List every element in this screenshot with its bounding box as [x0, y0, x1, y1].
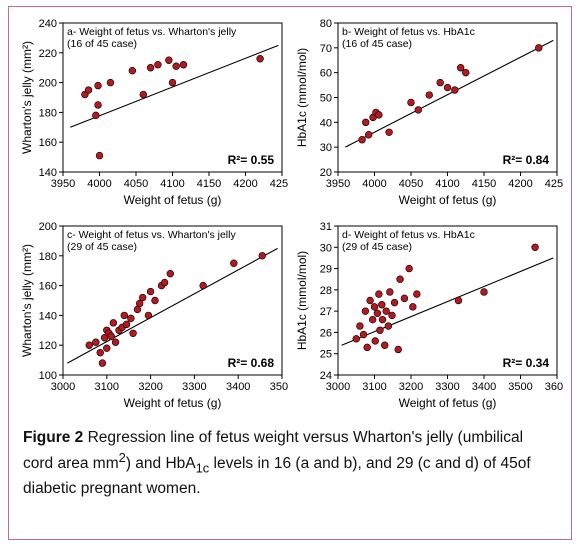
svg-text:4200: 4200 — [508, 178, 532, 190]
svg-text:R²= 0.34: R²= 0.34 — [503, 356, 550, 370]
svg-text:3300: 3300 — [435, 381, 459, 393]
svg-text:4050: 4050 — [124, 178, 148, 190]
svg-text:24: 24 — [320, 370, 332, 382]
svg-text:3200: 3200 — [138, 381, 162, 393]
svg-text:Weight of fetus (g): Weight of fetus (g) — [399, 193, 497, 207]
svg-text:160: 160 — [39, 281, 57, 293]
svg-text:27: 27 — [320, 306, 332, 318]
svg-text:50: 50 — [320, 93, 332, 105]
svg-text:(16 of 45 case): (16 of 45 case) — [342, 38, 412, 50]
svg-text:200: 200 — [39, 221, 57, 233]
svg-text:160: 160 — [39, 137, 57, 149]
svg-text:Weight of fetus (g): Weight of fetus (g) — [124, 193, 222, 207]
svg-text:d- Weight of fetus vs. HbA1c: d- Weight of fetus vs. HbA1c — [342, 229, 475, 241]
scatter-b: 3950400040504100415042004250203040506070… — [294, 15, 563, 212]
svg-text:3000: 3000 — [326, 381, 350, 393]
caption-sub-1: 1c — [196, 461, 210, 476]
svg-text:3300: 3300 — [182, 381, 206, 393]
svg-text:4050: 4050 — [399, 178, 423, 190]
svg-text:Weight of fetus (g): Weight of fetus (g) — [124, 396, 222, 410]
svg-text:4150: 4150 — [472, 178, 496, 190]
svg-text:Wharton's jelly (mm²): Wharton's jelly (mm²) — [20, 41, 34, 154]
svg-text:c- Weight of fetus vs. Wharton: c- Weight of fetus vs. Wharton's jelly — [67, 229, 236, 241]
svg-text:3500: 3500 — [508, 381, 532, 393]
caption-sup-1: 2 — [119, 450, 126, 465]
figure-frame: 3950400040504100415042004250140160180200… — [8, 6, 572, 540]
svg-text:3950: 3950 — [326, 178, 350, 190]
panel-d: 3000 3100 3200 3300 3400 3500 3600 24 25 26 27 28 29… — [294, 218, 563, 415]
svg-text:4150: 4150 — [197, 178, 221, 190]
svg-text:70: 70 — [320, 43, 332, 55]
svg-text:120: 120 — [39, 340, 57, 352]
scatter-a: 3950 4000 4050 4100 4150 4200 4250 140 160 180 200… — [19, 15, 288, 212]
svg-text:4100: 4100 — [160, 178, 184, 190]
svg-text:180: 180 — [39, 251, 57, 263]
svg-text:3950: 3950 — [51, 178, 75, 190]
panel-c: 3000 3100 3200 3300 3400 3500 100 120 140 160 180 2… — [19, 218, 288, 415]
svg-text:30: 30 — [320, 242, 332, 254]
svg-text:25: 25 — [320, 349, 332, 361]
svg-text:R²= 0.84: R²= 0.84 — [503, 153, 550, 167]
svg-text:28: 28 — [320, 285, 332, 297]
svg-text:3200: 3200 — [399, 381, 423, 393]
svg-text:240: 240 — [39, 18, 57, 30]
svg-text:26: 26 — [320, 327, 332, 339]
svg-text:3100: 3100 — [95, 381, 119, 393]
scatter-d: 3000 3100 3200 3300 3400 3500 3600 24 25 26 27 28 29… — [294, 218, 563, 415]
svg-text:4000: 4000 — [362, 178, 386, 190]
svg-text:3500: 3500 — [270, 381, 288, 393]
svg-text:(29 of 45 case): (29 of 45 case) — [67, 241, 137, 253]
svg-text:30: 30 — [320, 142, 332, 154]
svg-text:(16 of 45 case): (16 of 45 case) — [67, 38, 137, 50]
svg-text:HbA1c (mmol/mol): HbA1c (mmol/mol) — [295, 48, 309, 147]
svg-text:4100: 4100 — [435, 178, 459, 190]
svg-text:140: 140 — [39, 167, 57, 179]
svg-text:200: 200 — [39, 78, 57, 90]
figure-caption: Figure 2 Regression line of fetus weight… — [23, 427, 557, 501]
svg-text:140: 140 — [39, 310, 57, 322]
svg-text:a- Weight of fetus vs. Wharton: a- Weight of fetus vs. Wharton's jelly — [67, 26, 237, 38]
svg-text:R²= 0.55: R²= 0.55 — [228, 153, 275, 167]
scatter-c: 3000 3100 3200 3300 3400 3500 100 120 140 160 180 2… — [19, 218, 288, 415]
svg-text:HbA1c (mmol/mol): HbA1c (mmol/mol) — [295, 251, 309, 350]
svg-text:180: 180 — [39, 107, 57, 119]
svg-text:3100: 3100 — [362, 381, 386, 393]
svg-text:3600: 3600 — [545, 381, 563, 393]
svg-text:(29 of 45 case): (29 of 45 case) — [342, 241, 412, 253]
svg-text:3000: 3000 — [51, 381, 75, 393]
svg-text:80: 80 — [320, 18, 332, 30]
panel-b: 3950400040504100415042004250203040506070… — [294, 15, 563, 212]
svg-text:20: 20 — [320, 167, 332, 179]
svg-text:4200: 4200 — [233, 178, 257, 190]
svg-text:4250: 4250 — [270, 178, 288, 190]
svg-text:R²= 0.68: R²= 0.68 — [228, 356, 275, 370]
svg-text:3400: 3400 — [472, 381, 496, 393]
svg-text:Weight of fetus (g): Weight of fetus (g) — [399, 396, 497, 410]
svg-text:Wharton's jelly (mm²): Wharton's jelly (mm²) — [20, 244, 34, 357]
svg-text:3400: 3400 — [226, 381, 250, 393]
svg-text:60: 60 — [320, 68, 332, 80]
svg-text:100: 100 — [39, 370, 57, 382]
svg-text:4250: 4250 — [545, 178, 563, 190]
svg-text:31: 31 — [320, 221, 332, 233]
svg-text:40: 40 — [320, 117, 332, 129]
svg-text:4000: 4000 — [87, 178, 111, 190]
caption-lead: Figure 2 — [23, 429, 83, 446]
caption-text-2: ) and HbA — [126, 456, 196, 473]
svg-text:b- Weight of fetus vs. HbA1c: b- Weight of fetus vs. HbA1c — [342, 26, 475, 38]
svg-text:220: 220 — [39, 48, 57, 60]
chart-grid: 3950400040504100415042004250140160180200… — [19, 15, 563, 415]
panel-a: 3950 4000 4050 4100 4150 4200 4250 140 160 180 200… — [19, 15, 288, 212]
svg-text:29: 29 — [320, 264, 332, 276]
